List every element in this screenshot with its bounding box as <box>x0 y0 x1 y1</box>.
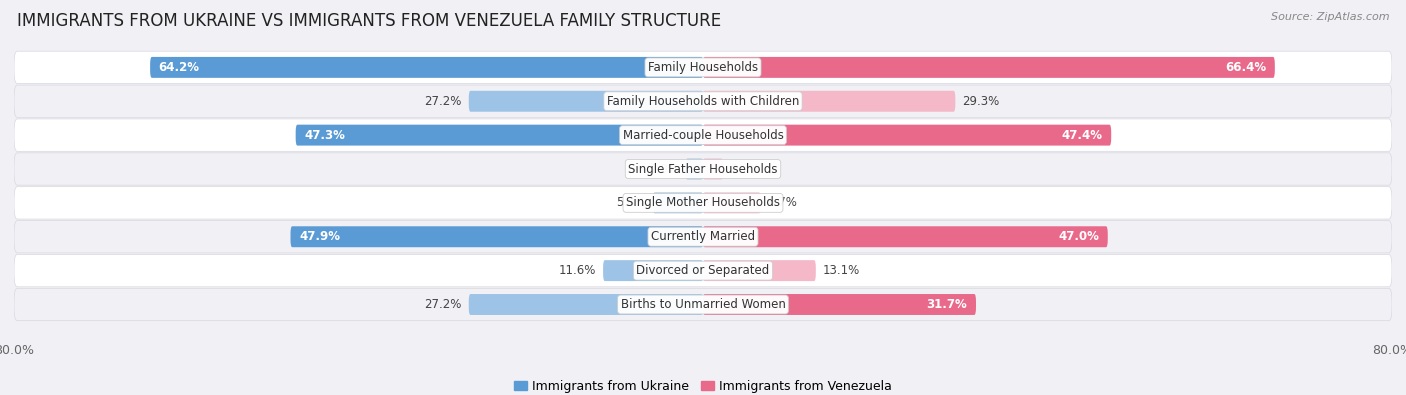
FancyBboxPatch shape <box>703 57 1275 78</box>
FancyBboxPatch shape <box>703 226 1108 247</box>
FancyBboxPatch shape <box>703 158 723 179</box>
Text: Single Father Households: Single Father Households <box>628 162 778 175</box>
Text: 47.3%: 47.3% <box>304 129 344 142</box>
Text: 47.4%: 47.4% <box>1062 129 1102 142</box>
FancyBboxPatch shape <box>603 260 703 281</box>
FancyBboxPatch shape <box>703 192 761 213</box>
FancyBboxPatch shape <box>295 125 703 146</box>
Text: Married-couple Households: Married-couple Households <box>623 129 783 142</box>
Text: 11.6%: 11.6% <box>558 264 596 277</box>
FancyBboxPatch shape <box>14 187 1392 219</box>
Text: Single Mother Households: Single Mother Households <box>626 196 780 209</box>
Text: Family Households: Family Households <box>648 61 758 74</box>
Text: Source: ZipAtlas.com: Source: ZipAtlas.com <box>1271 12 1389 22</box>
FancyBboxPatch shape <box>291 226 703 247</box>
Text: 31.7%: 31.7% <box>927 298 967 311</box>
FancyBboxPatch shape <box>652 192 703 213</box>
Text: 27.2%: 27.2% <box>425 95 461 108</box>
FancyBboxPatch shape <box>14 288 1392 321</box>
Text: 6.7%: 6.7% <box>768 196 797 209</box>
Text: 66.4%: 66.4% <box>1225 61 1267 74</box>
FancyBboxPatch shape <box>703 125 1111 146</box>
Text: Family Households with Children: Family Households with Children <box>607 95 799 108</box>
FancyBboxPatch shape <box>14 220 1392 253</box>
FancyBboxPatch shape <box>686 158 703 179</box>
Text: 47.0%: 47.0% <box>1059 230 1099 243</box>
FancyBboxPatch shape <box>14 51 1392 84</box>
Text: 13.1%: 13.1% <box>823 264 860 277</box>
Text: Births to Unmarried Women: Births to Unmarried Women <box>620 298 786 311</box>
Text: 2.0%: 2.0% <box>650 162 679 175</box>
FancyBboxPatch shape <box>14 254 1392 287</box>
FancyBboxPatch shape <box>703 294 976 315</box>
Text: 2.3%: 2.3% <box>730 162 759 175</box>
FancyBboxPatch shape <box>150 57 703 78</box>
Text: 47.9%: 47.9% <box>299 230 340 243</box>
FancyBboxPatch shape <box>14 85 1392 117</box>
Text: Divorced or Separated: Divorced or Separated <box>637 264 769 277</box>
FancyBboxPatch shape <box>468 91 703 112</box>
Text: 27.2%: 27.2% <box>425 298 461 311</box>
Text: IMMIGRANTS FROM UKRAINE VS IMMIGRANTS FROM VENEZUELA FAMILY STRUCTURE: IMMIGRANTS FROM UKRAINE VS IMMIGRANTS FR… <box>17 12 721 30</box>
Legend: Immigrants from Ukraine, Immigrants from Venezuela: Immigrants from Ukraine, Immigrants from… <box>509 375 897 395</box>
Text: 29.3%: 29.3% <box>962 95 1000 108</box>
Text: 64.2%: 64.2% <box>159 61 200 74</box>
FancyBboxPatch shape <box>468 294 703 315</box>
Text: 5.8%: 5.8% <box>617 196 647 209</box>
FancyBboxPatch shape <box>703 260 815 281</box>
FancyBboxPatch shape <box>14 153 1392 185</box>
FancyBboxPatch shape <box>14 119 1392 151</box>
Text: Currently Married: Currently Married <box>651 230 755 243</box>
FancyBboxPatch shape <box>703 91 955 112</box>
